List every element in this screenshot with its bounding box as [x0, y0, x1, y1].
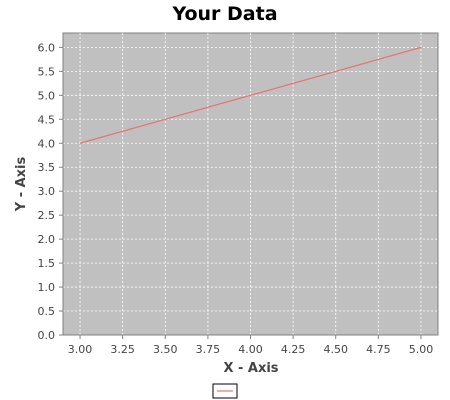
x-axis-label: X - Axis: [223, 361, 278, 376]
x-tick-label: 4.00: [238, 343, 263, 356]
y-tick-label: 1.0: [38, 281, 56, 294]
x-tick-label: 3.50: [153, 343, 178, 356]
x-tick-label: 5.00: [409, 343, 434, 356]
x-tick-label: 3.00: [68, 343, 93, 356]
chart-title: Your Data: [171, 3, 277, 25]
x-tick-label: 4.75: [366, 343, 391, 356]
y-tick-label: 4.0: [38, 137, 56, 150]
x-tick-label: 4.25: [281, 343, 306, 356]
y-tick-label: 3.0: [38, 185, 56, 198]
series-line: [79, 46, 422, 144]
x-tick-label: 3.75: [196, 343, 221, 356]
y-tick-label: 2.5: [38, 209, 56, 222]
x-axis-ticks: 3.00 3.25 3.50 3.75 4.00 4.25 4.50 4.75 5.00: [68, 335, 433, 356]
legend: [212, 383, 238, 399]
y-tick-label: 5.0: [38, 89, 56, 102]
y-tick-label: 0.0: [38, 329, 56, 342]
y-axis-ticks: 0.0 0.5 1.0 1.5 2.0 2.5 3.0 3.5 4.0 4.5 5.0 5.5 6.0: [38, 41, 63, 342]
y-axis-label: Y - Axis: [14, 156, 29, 212]
x-tick-label: 4.50: [323, 343, 348, 356]
y-tick-label: 1.5: [38, 257, 56, 270]
y-tick-label: 3.5: [38, 161, 56, 174]
series-layer: [79, 46, 422, 144]
y-tick-label: 5.5: [38, 65, 56, 78]
y-tick-label: 6.0: [38, 41, 56, 54]
y-tick-label: 4.5: [38, 113, 56, 126]
x-tick-label: 3.25: [110, 343, 135, 356]
plot-area: [62, 32, 439, 336]
y-tick-label: 0.5: [38, 305, 56, 318]
y-tick-label: 2.0: [38, 233, 56, 246]
